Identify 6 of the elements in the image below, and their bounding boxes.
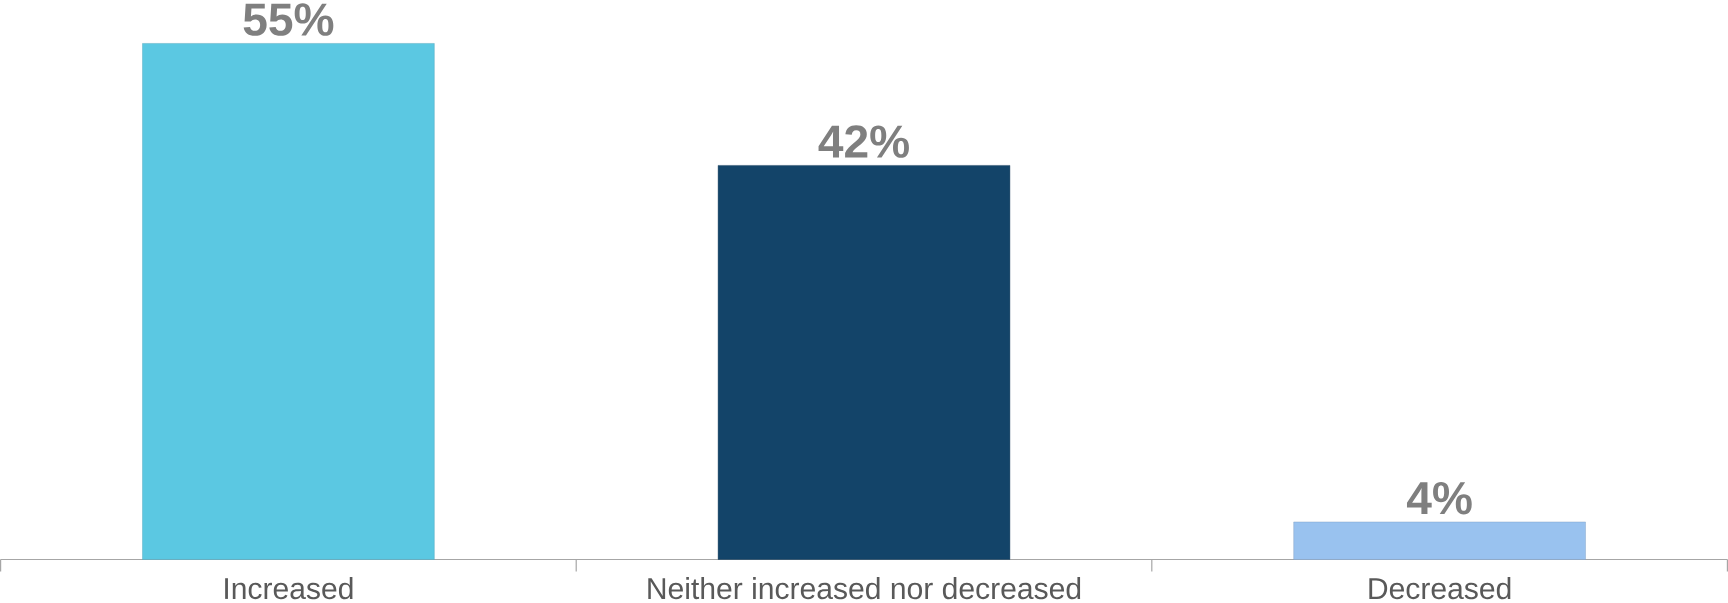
data-label: 42% (818, 125, 909, 159)
x-tick-label: Decreased (1369, 577, 1511, 600)
data-label: 4% (1406, 482, 1472, 515)
data-label: 55% (243, 3, 334, 37)
x-tick-label: Neither increased nor decreased (648, 577, 1081, 600)
x-tick-label: Increased (225, 577, 353, 600)
